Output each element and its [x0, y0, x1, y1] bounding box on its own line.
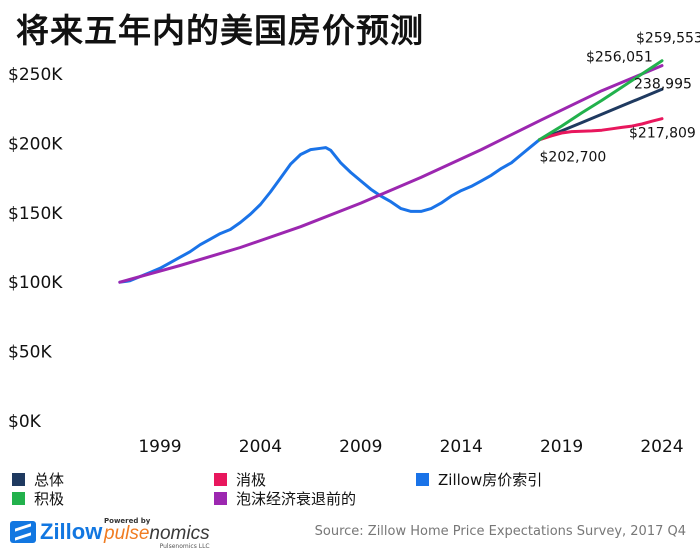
legend-item: 总体: [12, 469, 64, 490]
pulsenomics-wordmark: pulsenomics: [104, 523, 210, 544]
value-annotation: 238,995: [634, 76, 692, 92]
series-line: [118, 138, 541, 284]
series-line: [538, 59, 664, 142]
series-line: [118, 64, 664, 284]
legend-swatch: [12, 492, 25, 505]
x-axis-ticks: 1999 2004 2009 2014 2019 2024: [138, 437, 683, 457]
value-annotation: $259,553: [636, 31, 700, 47]
legend-swatch: [214, 492, 227, 505]
legend-label: 积极: [34, 490, 65, 508]
y-tick-label: $250K: [8, 65, 63, 85]
pulsenomics-llc: Pulsenomics LLC: [159, 543, 210, 550]
legend-swatch: [416, 473, 429, 486]
legend-label: 总体: [34, 471, 65, 489]
series-line: [538, 117, 664, 142]
y-tick-label: $200K: [8, 134, 63, 154]
series-lines: [118, 59, 664, 284]
chart-title: 将来五年内的美国房价预测: [16, 11, 424, 50]
line-chart: $0K $50K $100K $150K $200K $250K 1999 2004 2009…: [8, 31, 700, 457]
legend-label: 消极: [236, 471, 267, 489]
x-tick-label: 2024: [640, 437, 683, 457]
zillow-logo-text: Zillow: [40, 519, 103, 544]
y-tick-label: $150K: [8, 204, 63, 224]
x-tick-label: 2009: [339, 437, 382, 457]
value-annotations: $259,553 $256,051 238,995 $217,809 $202,700: [540, 31, 700, 166]
pulsenomics-wordmark-a: pulse: [104, 523, 150, 544]
legend-label: Zillow房价索引: [438, 471, 543, 489]
legend-item: 消极: [214, 469, 266, 490]
legend-item: Zillow房价索引: [416, 469, 542, 490]
zillow-logo-icon: [10, 521, 36, 543]
pulsenomics-wordmark-b: nomics: [149, 523, 210, 544]
y-axis-ticks: $0K $50K $100K $150K $200K $250K: [8, 65, 63, 432]
x-tick-label: 2004: [239, 437, 282, 457]
pulsenomics-logo: Powered by pulsenomics Pulsenomics LLC: [104, 517, 210, 550]
x-tick-label: 2014: [440, 437, 483, 457]
legend-item: 积极: [12, 488, 64, 509]
value-annotation: $217,809: [629, 126, 696, 142]
legend-label: 泡沫经济衰退前的: [236, 490, 357, 508]
legend-swatch: [214, 473, 227, 486]
legend-item: 泡沫经济衰退前的: [214, 488, 356, 509]
y-tick-label: $0K: [8, 412, 42, 432]
value-annotation: $256,051: [586, 50, 653, 66]
series-line: [538, 87, 664, 142]
legend-swatch: [12, 473, 25, 486]
footer: Zillow Powered by pulsenomics Pulsenomic…: [0, 515, 700, 553]
zillow-logo: Zillow: [10, 519, 102, 545]
y-tick-label: $100K: [8, 273, 63, 293]
powered-by-text: Powered by: [104, 517, 151, 525]
x-tick-label: 2019: [540, 437, 583, 457]
source-note: Source: Zillow Home Price Expectations S…: [314, 524, 686, 539]
x-tick-label: 1999: [138, 437, 181, 457]
value-annotation: $202,700: [540, 150, 607, 166]
y-tick-label: $50K: [8, 343, 52, 363]
